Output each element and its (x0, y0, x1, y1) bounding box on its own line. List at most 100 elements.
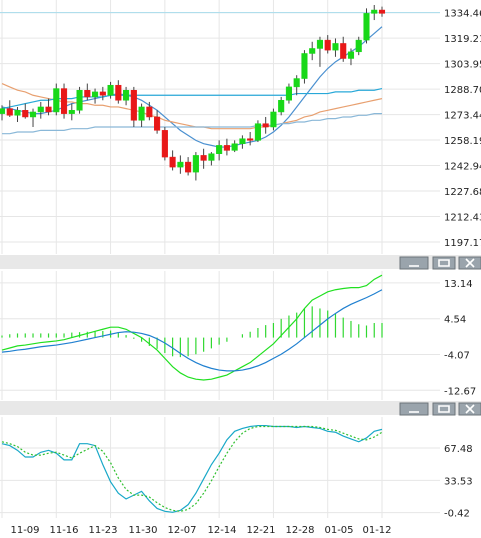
x-tick-label: 11-16 (49, 525, 78, 536)
candle-body (293, 78, 300, 88)
price-tick-label: 1303.95 (444, 60, 481, 71)
candle-body (123, 89, 130, 101)
close-button[interactable] (458, 402, 481, 416)
price-tick-label: 1227.68 (444, 187, 481, 198)
candle-body (254, 123, 261, 141)
candle-body (177, 161, 184, 168)
stochastic-lines (1, 424, 383, 513)
macd-tick-label: 4.54 (444, 315, 466, 326)
candle-body (231, 143, 238, 151)
button-frame (399, 256, 429, 270)
candle-body (355, 39, 362, 53)
macd-tick-label: 13.14 (444, 279, 473, 290)
candle-body (262, 123, 269, 128)
candle-body (363, 13, 370, 41)
candle-body (309, 48, 316, 54)
stochastic-grid (0, 417, 440, 518)
price-tick-label: 1319.21 (444, 34, 481, 45)
price-candles (0, 5, 386, 181)
restore-button[interactable] (432, 256, 456, 270)
candle-body (347, 51, 355, 59)
moving-average-line (2, 113, 382, 135)
restore-icon (438, 405, 450, 413)
candle-body (247, 138, 254, 141)
x-axis: 11-09 11-16 11-23 11-30 12-07 12-14 12-21 12-28… (10, 525, 391, 536)
candle-body (92, 91, 99, 98)
candle-body (371, 9, 378, 14)
candle-body (324, 39, 331, 51)
candle-body (37, 106, 44, 113)
price-tick-label: 1334.46 (444, 9, 481, 20)
stochastic-tick-label: 67.48 (444, 444, 473, 455)
macd-lines (1, 274, 383, 381)
candle-body (169, 156, 176, 168)
candle-body (115, 84, 122, 101)
button-frame (399, 402, 429, 416)
x-tick-label: 01-12 (362, 525, 391, 536)
price-tick-label: 1242.94 (444, 162, 481, 173)
candle-body (223, 145, 230, 151)
macd-histogram (1, 306, 383, 358)
minimize-button[interactable] (399, 256, 429, 270)
restore-icon (438, 259, 450, 267)
button-frame (432, 402, 456, 416)
restore-button[interactable] (432, 402, 456, 416)
candle-body (301, 53, 308, 79)
close-icon (465, 258, 475, 268)
candle-body (22, 110, 29, 118)
candle-body (60, 88, 68, 114)
candle-body (192, 155, 199, 173)
candle-body (0, 108, 6, 114)
candle-body (99, 91, 106, 96)
stochastic-tick-label: 33.53 (444, 476, 473, 487)
price-tick-label: 1212.43 (444, 213, 481, 224)
candle-body (76, 89, 83, 111)
close-icon (465, 404, 475, 414)
candle-body (285, 86, 292, 101)
x-tick-label: 11-30 (128, 525, 157, 536)
candle-body (138, 106, 145, 121)
candle-body (200, 155, 207, 161)
candle-body (53, 88, 60, 113)
stochastic-k-line (1, 424, 383, 513)
x-tick-label: 11-09 (10, 525, 39, 536)
panel-buttons[interactable] (399, 256, 481, 416)
candle-body (107, 84, 114, 96)
candle-body (378, 9, 386, 14)
macd-y-axis: 13.14 4.54 -4.07 -12.67 (444, 279, 476, 397)
candle-body (45, 106, 52, 113)
candle-body (316, 39, 324, 49)
candle-body (29, 111, 37, 118)
candle-body (239, 138, 246, 144)
macd-tick-label: -4.07 (444, 351, 470, 362)
candle-body (130, 89, 137, 121)
candle-body (340, 43, 347, 59)
candle-body (270, 111, 277, 128)
price-tick-label: 1258.19 (444, 136, 481, 147)
x-tick-label: 11-23 (88, 525, 117, 536)
candle-body (216, 145, 223, 154)
macd-signal-line (1, 289, 383, 372)
minimize-button[interactable] (399, 402, 429, 416)
candle-body (185, 161, 192, 173)
macd-line (1, 274, 383, 381)
x-tick-label: 01-05 (324, 525, 353, 536)
candle-body (6, 108, 13, 116)
x-tick-label: 12-28 (285, 525, 314, 536)
candle-body (154, 116, 161, 131)
candle-body (208, 153, 215, 161)
price-tick-label: 1288.70 (444, 85, 481, 96)
panel-separator-2 (0, 401, 481, 415)
candle-body (14, 110, 21, 116)
price-tick-label: 1197.17 (444, 238, 481, 249)
candle-body (332, 43, 339, 51)
close-button[interactable] (458, 256, 481, 270)
panel-separator-1 (0, 255, 481, 269)
candle-body (278, 100, 285, 113)
x-tick-label: 12-07 (167, 525, 196, 536)
button-frame (432, 256, 456, 270)
x-tick-label: 12-14 (207, 525, 236, 536)
price-tick-label: 1273.44 (444, 111, 481, 122)
price-y-axis: 1334.46 1319.21 1303.95 1288.70 1273.44 1258.… (444, 9, 481, 249)
x-tick-label: 12-21 (246, 525, 275, 536)
